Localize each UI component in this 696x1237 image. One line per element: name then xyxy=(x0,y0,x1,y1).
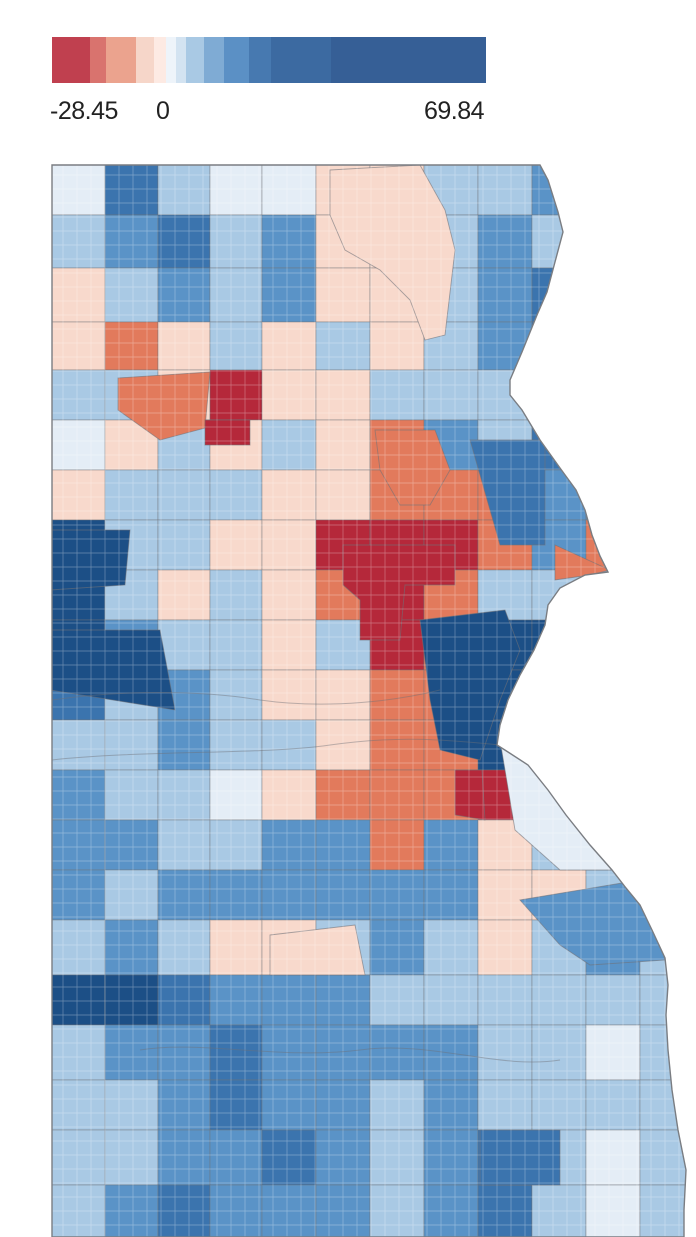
legend-color-step xyxy=(136,37,154,83)
legend-max-label: 69.84 xyxy=(424,97,485,125)
census-tract xyxy=(639,619,686,671)
census-tract xyxy=(639,321,686,371)
legend-color-step xyxy=(331,37,486,83)
census-tract xyxy=(585,321,641,371)
legend-color-step xyxy=(204,37,224,83)
census-tract xyxy=(639,469,686,521)
census-tract xyxy=(639,719,686,771)
legend-color-step xyxy=(249,37,271,83)
census-tract xyxy=(639,769,686,821)
legend-color-step xyxy=(224,37,249,83)
census-tract xyxy=(585,214,641,269)
street-grid xyxy=(52,165,686,1237)
river-line xyxy=(52,738,501,761)
legend-color-bar xyxy=(52,37,486,83)
legend-color-step xyxy=(90,37,106,83)
legend-color-step xyxy=(154,37,166,83)
census-tract xyxy=(585,165,641,216)
census-tract xyxy=(585,619,641,671)
census-tract xyxy=(585,719,641,771)
census-tract xyxy=(639,869,686,921)
census-tract xyxy=(585,669,641,721)
legend: -28.45 0 69.84 xyxy=(0,0,696,140)
census-tract xyxy=(531,719,587,771)
street-overlay xyxy=(52,165,686,1237)
census-tract xyxy=(639,419,686,471)
census-tract xyxy=(639,569,686,621)
legend-color-step xyxy=(106,37,136,83)
legend-color-step xyxy=(52,37,90,83)
census-tract xyxy=(531,669,587,721)
census-tract xyxy=(639,369,686,421)
legend-color-step xyxy=(186,37,204,83)
legend-color-step xyxy=(176,37,186,83)
legend-min-label: -28.45 xyxy=(50,97,118,125)
census-tract xyxy=(585,469,641,521)
census-tract xyxy=(639,214,686,269)
legend-color-step xyxy=(271,37,331,83)
legend-color-step xyxy=(166,37,176,83)
census-tract xyxy=(585,267,641,323)
river-line xyxy=(52,689,441,705)
census-tract xyxy=(531,369,587,421)
census-tract xyxy=(585,369,641,421)
census-tract xyxy=(639,267,686,323)
census-tract xyxy=(639,819,686,871)
census-tract xyxy=(585,769,641,821)
census-tract xyxy=(531,321,587,371)
county-outline xyxy=(51,164,687,1237)
census-tract xyxy=(639,519,686,571)
legend-zero-label: 0 xyxy=(156,97,170,125)
census-tract xyxy=(585,569,641,621)
census-tract xyxy=(639,669,686,721)
census-tract xyxy=(585,419,641,471)
census-tract xyxy=(639,165,686,216)
river-line xyxy=(139,1046,561,1063)
